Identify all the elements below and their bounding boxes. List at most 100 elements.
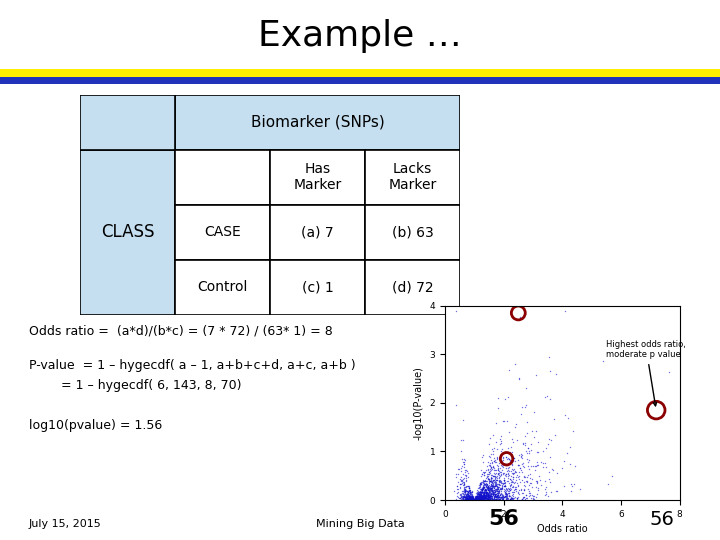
Point <box>456 476 467 484</box>
Point <box>503 474 514 482</box>
Point <box>495 478 506 487</box>
Text: Control: Control <box>197 280 248 294</box>
Point <box>467 493 478 502</box>
Point <box>450 495 462 504</box>
Point <box>521 477 533 485</box>
Point <box>480 490 492 498</box>
Point <box>473 490 485 498</box>
Point <box>478 467 490 476</box>
Point <box>516 476 528 484</box>
Point <box>526 494 537 503</box>
Point <box>517 488 528 497</box>
Point <box>485 476 496 485</box>
Point <box>486 490 498 498</box>
Point <box>462 489 473 498</box>
Point <box>463 494 474 503</box>
Point <box>468 495 480 503</box>
Point <box>495 460 507 469</box>
Point <box>466 491 477 500</box>
Point <box>521 401 532 410</box>
Point <box>492 492 504 501</box>
Point <box>494 480 505 488</box>
Point <box>487 489 498 498</box>
Point <box>471 495 482 504</box>
Point <box>491 476 503 485</box>
Point <box>496 466 508 475</box>
Point <box>462 488 474 497</box>
Point <box>471 495 482 503</box>
Point <box>459 486 470 495</box>
Point <box>473 494 485 503</box>
Point <box>505 456 516 464</box>
Point <box>474 492 486 501</box>
Point <box>495 437 507 445</box>
Point <box>475 478 487 487</box>
Point <box>485 495 497 504</box>
Point <box>462 496 474 504</box>
Point <box>469 495 480 503</box>
Point <box>490 495 502 504</box>
Point <box>482 483 494 491</box>
Point <box>512 488 523 497</box>
Point <box>490 481 502 489</box>
Point <box>481 495 492 504</box>
Point <box>521 418 532 427</box>
Point <box>501 494 513 503</box>
Point <box>466 488 477 497</box>
Point <box>534 475 546 484</box>
Point <box>474 495 485 504</box>
Point <box>490 485 502 494</box>
Point <box>462 495 474 504</box>
Point <box>480 479 492 488</box>
Point <box>484 475 495 484</box>
Point <box>504 475 516 483</box>
Point <box>482 489 494 497</box>
Point <box>474 488 486 496</box>
Point <box>475 491 487 500</box>
Point <box>513 489 524 498</box>
Point <box>458 474 469 483</box>
Point <box>485 491 497 500</box>
Point <box>462 495 474 503</box>
Point <box>503 366 514 374</box>
Point <box>529 466 541 475</box>
Point <box>504 482 516 490</box>
Point <box>508 489 519 498</box>
Point <box>465 489 477 498</box>
Point <box>500 488 511 496</box>
Point <box>477 488 489 497</box>
Point <box>473 495 485 504</box>
Point <box>462 482 474 490</box>
Point <box>498 493 510 502</box>
Point <box>472 494 484 503</box>
Point <box>467 496 479 504</box>
Point <box>491 489 503 497</box>
Point <box>456 488 468 497</box>
Point <box>490 493 502 502</box>
Point <box>478 480 490 489</box>
Point <box>513 451 525 460</box>
Point <box>469 496 480 504</box>
Point <box>520 477 531 485</box>
Point <box>476 495 487 504</box>
Point <box>516 495 528 503</box>
Point <box>463 495 474 503</box>
Point <box>484 488 495 497</box>
Point <box>489 480 500 489</box>
Point <box>495 488 506 497</box>
Point <box>505 476 517 484</box>
Point <box>531 370 542 379</box>
Point <box>524 478 536 487</box>
Point <box>474 492 485 501</box>
Point <box>458 490 469 498</box>
Point <box>490 495 501 503</box>
Point <box>487 480 499 489</box>
Point <box>496 493 508 502</box>
Point <box>477 481 489 490</box>
Point <box>531 490 543 498</box>
Point <box>490 473 502 482</box>
Point <box>480 488 491 496</box>
Point <box>461 489 472 498</box>
Point <box>467 494 478 503</box>
Point <box>503 428 515 436</box>
